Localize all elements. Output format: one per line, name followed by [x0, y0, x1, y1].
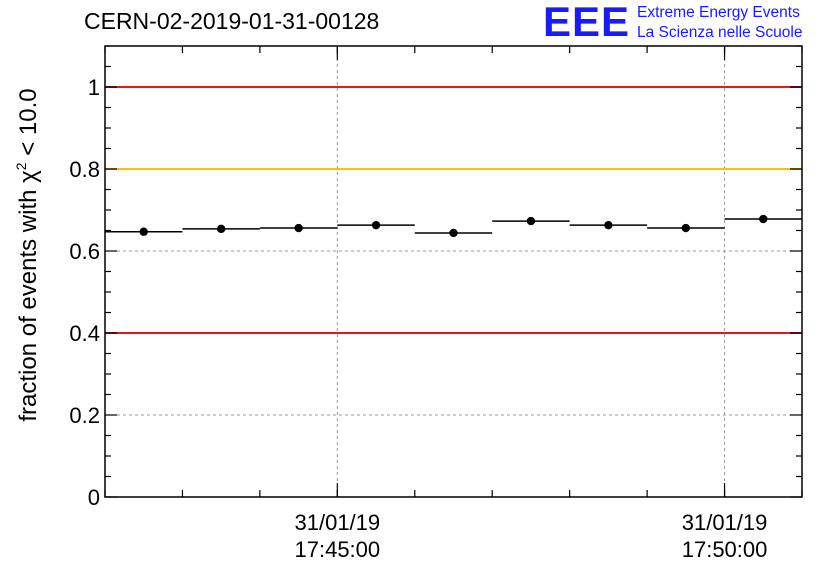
- y-tick-label: 0.2: [69, 403, 100, 428]
- reference-lines: [105, 86, 802, 334]
- logo-line-1: Extreme Energy Events: [637, 4, 800, 21]
- y-axis-label-superscript: 2: [13, 162, 29, 170]
- plot-frame: [104, 45, 803, 498]
- logo-line-2: La Scienza nelle Scuole: [637, 24, 803, 41]
- data-point: [526, 216, 536, 226]
- x-tick-label-time: 17:50:00: [682, 537, 768, 562]
- y-tick-label: 1: [88, 75, 100, 100]
- data-point: [681, 223, 691, 233]
- y-tick-label: 0.6: [69, 239, 100, 264]
- y-axis-label-symbol: χ: [15, 170, 42, 183]
- data-point: [139, 227, 148, 236]
- x-tick-label-date: 31/01/19: [295, 510, 381, 535]
- data-point: [449, 228, 458, 238]
- axes: 00.20.40.60.8131/01/1917:45:0031/01/1917…: [69, 45, 803, 562]
- y-tick-label: 0.8: [69, 157, 100, 182]
- y-tick-label: 0: [88, 485, 100, 510]
- data-point: [294, 223, 303, 233]
- x-tick-label-date: 31/01/19: [682, 510, 768, 535]
- data-point: [604, 220, 613, 230]
- y-axis-label: fraction of events with χ2 < 10.0: [13, 88, 42, 421]
- y-axis-label-suffix: < 10.0: [15, 88, 42, 162]
- data-series: [105, 214, 802, 238]
- data-point: [216, 224, 226, 234]
- run-title: CERN-02-2019-01-31-00128: [84, 8, 380, 34]
- data-point: [371, 220, 381, 230]
- x-tick-label-time: 17:45:00: [295, 537, 381, 562]
- data-point: [759, 214, 768, 224]
- grid-layer: [105, 46, 802, 497]
- eee-logo-mark: EEE: [543, 0, 631, 45]
- y-axis-label-prefix: fraction of events with: [15, 183, 42, 422]
- y-tick-label: 0.4: [69, 321, 100, 346]
